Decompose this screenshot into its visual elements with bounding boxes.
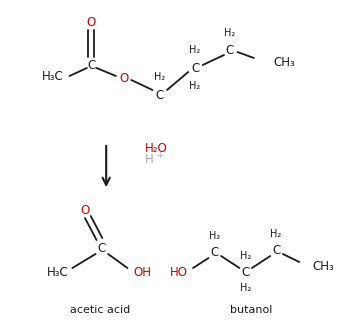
Text: C: C [210,245,218,259]
Text: C: C [155,89,163,102]
Text: H: H [145,153,154,166]
Text: C: C [226,43,234,56]
Text: C: C [97,241,105,255]
Text: O: O [119,71,128,85]
Text: H₂: H₂ [154,72,165,82]
Text: H₂: H₂ [189,45,201,55]
Text: O: O [86,15,95,28]
Text: H₂: H₂ [189,81,201,91]
Text: CH₃: CH₃ [273,55,295,68]
Text: butanol: butanol [230,305,272,315]
Text: H₃C: H₃C [47,266,69,279]
Text: acetic acid: acetic acid [69,305,130,315]
Text: OH: OH [134,267,152,280]
Text: H₂: H₂ [271,229,282,239]
Text: H₂O: H₂O [145,142,167,155]
Text: CH₃: CH₃ [313,260,335,273]
Text: H₂: H₂ [240,283,251,293]
Text: HO: HO [170,266,188,279]
Text: O: O [80,203,90,216]
Text: C: C [272,243,280,257]
Text: C: C [191,61,199,74]
Text: H₂: H₂ [224,28,235,38]
Text: H₃C: H₃C [42,69,64,82]
Text: H₂: H₂ [209,231,220,241]
Text: C: C [88,58,96,71]
Text: H₂: H₂ [240,251,251,261]
Text: +: + [156,151,164,160]
Text: C: C [241,266,249,279]
